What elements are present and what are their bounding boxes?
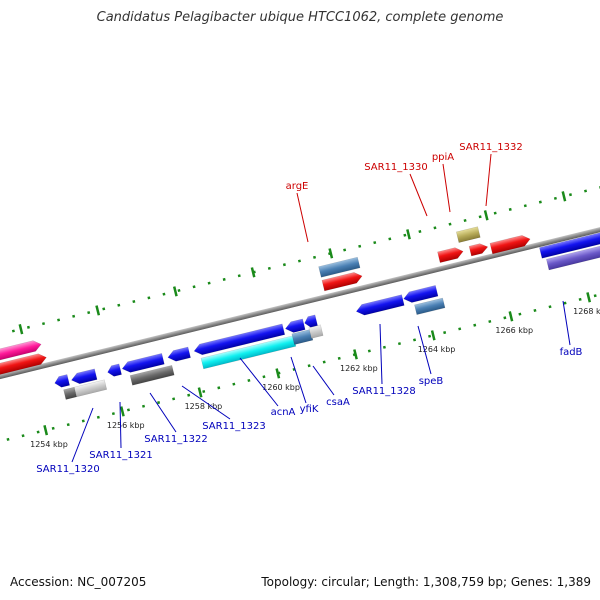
- tick-label: 1260 kbp: [262, 383, 300, 392]
- inner-dotted-guide: [0, 267, 600, 456]
- reverse-gene-label[interactable]: csaA: [326, 397, 350, 408]
- tick-label: 1262 kbp: [340, 364, 378, 373]
- reverse-gene-feature[interactable]: [106, 363, 122, 378]
- reverse-gene-feature[interactable]: [284, 318, 306, 334]
- tick-mark-inner: [353, 349, 358, 360]
- reverse-gene-feature[interactable]: [355, 294, 405, 317]
- reverse-gene-feature[interactable]: [303, 314, 318, 329]
- tick-mark-inner: [586, 292, 592, 303]
- gene-feature[interactable]: [455, 226, 481, 243]
- tick-mark-outer: [406, 229, 411, 240]
- tick-label: 1258 kbp: [185, 402, 223, 411]
- gene-feature[interactable]: [129, 365, 175, 386]
- tick-label: 1254 kbp: [30, 440, 68, 449]
- reverse-gene-feature[interactable]: [193, 323, 286, 357]
- forward-gene-feature[interactable]: [321, 271, 363, 292]
- reverse-gene-label[interactable]: speB: [419, 376, 444, 387]
- forward-gene-feature[interactable]: [0, 352, 48, 385]
- gene-leader-line: [442, 163, 451, 213]
- reverse-gene-feature[interactable]: [167, 346, 191, 363]
- reverse-gene-label[interactable]: SAR11_1321: [89, 450, 153, 461]
- tick-mark-inner: [197, 387, 203, 398]
- reverse-gene-label[interactable]: SAR11_1328: [352, 386, 416, 397]
- gene-feature[interactable]: [200, 335, 297, 370]
- tick-mark-inner: [275, 368, 281, 379]
- gene-leader-line: [379, 323, 383, 385]
- gene-leader-line: [417, 325, 432, 375]
- tick-label: 1266 kbp: [495, 326, 533, 335]
- gene-leader-line: [149, 392, 177, 433]
- tick-mark-inner: [43, 425, 49, 436]
- reverse-gene-label[interactable]: yfiK: [300, 404, 319, 415]
- gene-leader-line: [312, 365, 335, 396]
- forward-gene-label[interactable]: SAR11_1332: [459, 142, 523, 153]
- tick-mark-inner: [119, 406, 125, 417]
- forward-gene-label[interactable]: ppiA: [432, 152, 454, 163]
- forward-gene-feature[interactable]: [468, 242, 489, 257]
- forward-gene-label[interactable]: argE: [286, 181, 309, 192]
- tick-mark-outer: [483, 210, 489, 221]
- gene-leader-line: [290, 356, 307, 404]
- reverse-gene-feature[interactable]: [53, 374, 70, 389]
- gene-leader-line: [562, 300, 571, 346]
- gene-leader-line: [119, 401, 122, 449]
- outer-dotted-guide: [0, 166, 600, 355]
- tick-mark-inner: [430, 330, 436, 341]
- tick-label: 1256 kbp: [107, 421, 145, 430]
- tick-label: 1268 kbp: [573, 307, 600, 316]
- tick-mark-outer: [328, 248, 334, 259]
- gene-leader-line: [296, 192, 309, 243]
- tick-label: 1264 kbp: [418, 345, 456, 354]
- gene-leader-line: [239, 357, 279, 407]
- tick-mark-outer: [95, 305, 101, 316]
- forward-gene-feature[interactable]: [489, 234, 531, 255]
- forward-gene-feature[interactable]: [539, 229, 600, 259]
- forward-gene-label[interactable]: SAR11_1330: [364, 162, 428, 173]
- map-title: Candidatus Pelagibacter ubique HTCC1062,…: [96, 10, 504, 25]
- reverse-gene-feature[interactable]: [121, 353, 165, 374]
- reverse-gene-label[interactable]: SAR11_1323: [202, 421, 266, 432]
- gene-feature[interactable]: [73, 379, 108, 398]
- gene-leader-line: [409, 173, 428, 217]
- reverse-gene-label[interactable]: SAR11_1320: [36, 464, 100, 475]
- reverse-gene-feature[interactable]: [70, 368, 98, 386]
- reverse-gene-feature[interactable]: [402, 285, 439, 304]
- forward-gene-feature[interactable]: [0, 339, 42, 371]
- gene-feature[interactable]: [414, 297, 446, 315]
- gene-leader-line: [71, 407, 94, 463]
- reverse-gene-label[interactable]: fadB: [560, 347, 583, 358]
- reverse-gene-label[interactable]: acnA: [271, 407, 296, 418]
- gene-leader-line: [181, 385, 231, 420]
- gene-feature[interactable]: [291, 329, 314, 345]
- reverse-gene-label[interactable]: SAR11_1322: [144, 434, 208, 445]
- accession-text: Accession: NC_007205: [10, 575, 147, 589]
- tick-mark-outer: [561, 191, 567, 202]
- forward-gene-feature[interactable]: [437, 246, 465, 263]
- genome-backbone: [0, 205, 600, 396]
- gene-feature[interactable]: [546, 240, 600, 271]
- gene-leader-line: [485, 153, 492, 207]
- tick-mark-inner: [508, 311, 514, 322]
- tick-mark-outer: [172, 286, 178, 297]
- topology-text: Topology: circular; Length: 1,308,759 bp…: [261, 575, 591, 589]
- gene-feature[interactable]: [318, 256, 361, 278]
- tick-mark-outer: [250, 267, 256, 278]
- tick-mark-outer: [18, 324, 24, 335]
